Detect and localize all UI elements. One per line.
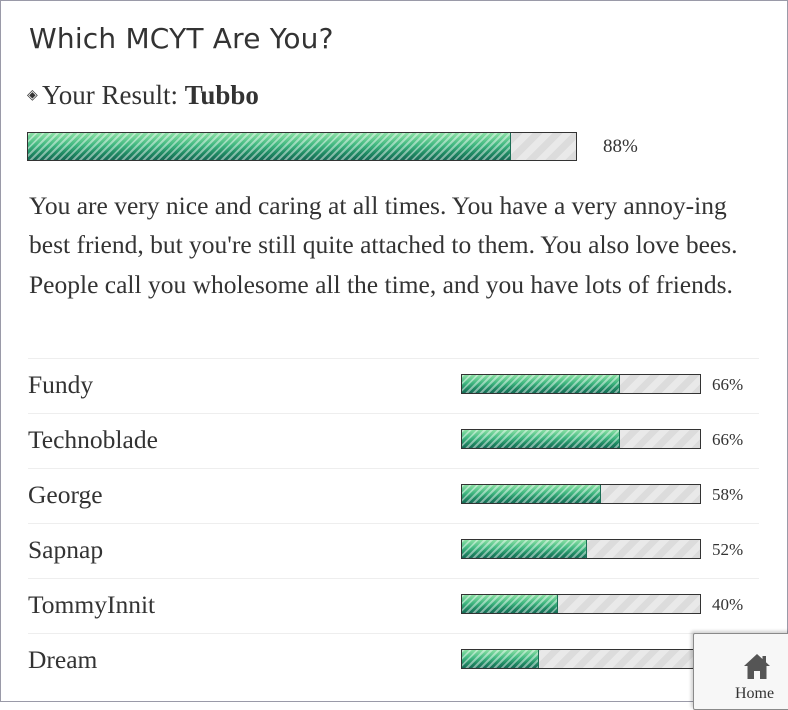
result-prefix: Your Result: (42, 80, 179, 110)
result-row-bar-fill (462, 650, 540, 668)
result-row-percent: 40% (712, 595, 744, 614)
home-icon (744, 654, 770, 679)
result-row-bar (461, 484, 701, 504)
result-row-percent: 66% (712, 375, 744, 394)
result-row-name: TommyInnit (28, 590, 156, 619)
result-row: TommyInnit 40% (28, 578, 759, 633)
your-result: ◈ Your Result: Tubbo (27, 80, 259, 111)
result-percent: 88% (603, 136, 638, 157)
result-row-bar (461, 594, 701, 614)
result-name: Tubbo (184, 80, 259, 110)
result-row-percent: 52% (712, 540, 744, 559)
result-row-name: Sapnap (28, 535, 104, 564)
result-row: Technoblade 66% (28, 413, 759, 468)
home-button[interactable]: Home (693, 633, 788, 710)
result-row-percent: 58% (712, 485, 744, 504)
result-row-bar (461, 429, 701, 449)
result-row-bar-fill (462, 485, 602, 503)
result-row-bar (461, 374, 701, 394)
result-row-name: Technoblade (28, 425, 158, 454)
home-label: Home (735, 685, 775, 702)
diamond-bullet-icon: ◈ (27, 88, 38, 103)
result-row: Dream (28, 633, 759, 688)
result-row-bar-fill (462, 430, 621, 448)
result-row-bar-fill (462, 375, 621, 393)
other-results-list: Fundy 66% Technoblade 66% George 58% Sapnap 52%… (28, 358, 759, 688)
result-row-bar (461, 649, 701, 669)
result-row-bar-fill (462, 540, 587, 558)
result-row-name: George (28, 480, 103, 509)
result-row: George 58% (28, 468, 759, 523)
result-row-bar-fill (462, 595, 559, 613)
result-row-percent: 66% (712, 430, 744, 449)
result-progress-fill (28, 133, 512, 160)
result-row-name: Fundy (28, 370, 94, 399)
result-row-bar (461, 539, 701, 559)
result-row: Fundy 66% (28, 358, 759, 413)
result-progress-bar (27, 132, 577, 161)
result-row: Sapnap 52% (28, 523, 759, 578)
result-row-name: Dream (28, 645, 98, 674)
page-title: Which MCYT Are You? (29, 22, 334, 55)
result-description: You are very nice and caring at all time… (29, 191, 738, 299)
